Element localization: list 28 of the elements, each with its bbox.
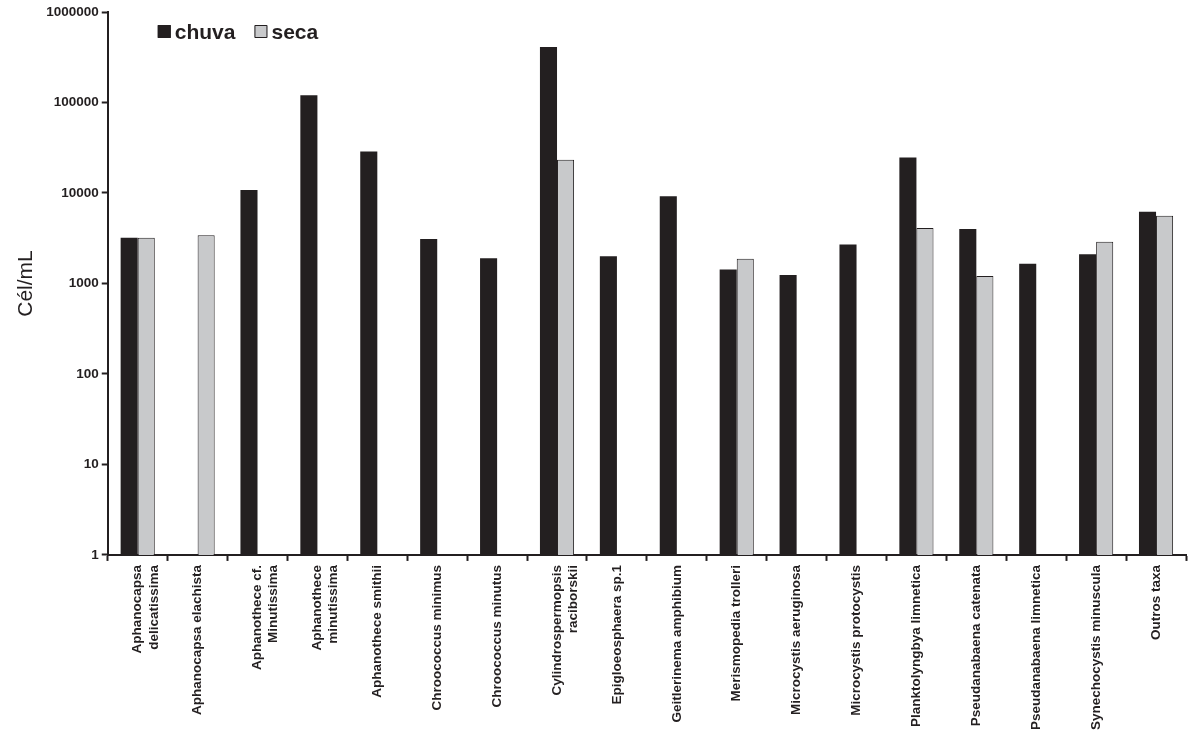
x-tick-label: Chroococcus minimus [428, 564, 444, 711]
x-tick-label: Merismopedia trolleri [728, 564, 744, 702]
x-tick-label: Aphanothece cf. Minutissima [249, 564, 281, 670]
x-tick-label: Pseudanabaena limnetica [1027, 564, 1043, 731]
x-tick-label: Microcystis protocystis [848, 564, 864, 716]
x-tick-label: Aphanocapsa elachista [189, 564, 205, 715]
x-tick-label: Synechocystis minuscula [1087, 564, 1103, 731]
y-tick-label: 100 [76, 365, 99, 381]
x-tick-label: Aphanothece smithii [369, 564, 385, 698]
y-tick-label: 100000 [53, 94, 99, 110]
y-tick-label: 1000 [68, 275, 99, 291]
x-tick-label: Cylindrospermopsis raciborskii [548, 564, 580, 696]
x-tick-label: Planktolyngbya limnetica [908, 564, 924, 727]
y-tick-label: 1 [91, 546, 100, 562]
x-tick-label: Pseudanabaena catenata [968, 564, 984, 727]
y-tick-label: 10 [83, 456, 99, 472]
x-tick-label: Chroococcus minutus [488, 564, 504, 708]
y-axis-title: Cél/mL [13, 250, 37, 317]
x-tick-label: Microcystis aeruginosa [788, 564, 804, 715]
legend-label: chuva [174, 19, 236, 43]
y-tick-label: 1000000 [46, 3, 99, 19]
legend-label: seca [271, 19, 319, 43]
y-tick-label: 10000 [61, 184, 99, 200]
x-tick-label: Epigloeosphaera sp.1 [608, 564, 624, 705]
x-tick-label: Aphanothece minutissima [309, 564, 341, 651]
x-tick-label: Geitlerinema amphibium [668, 564, 684, 723]
x-tick-label: Aphanocapsa delicatissima [129, 564, 161, 654]
x-tick-label: Outros taxa [1147, 564, 1163, 640]
